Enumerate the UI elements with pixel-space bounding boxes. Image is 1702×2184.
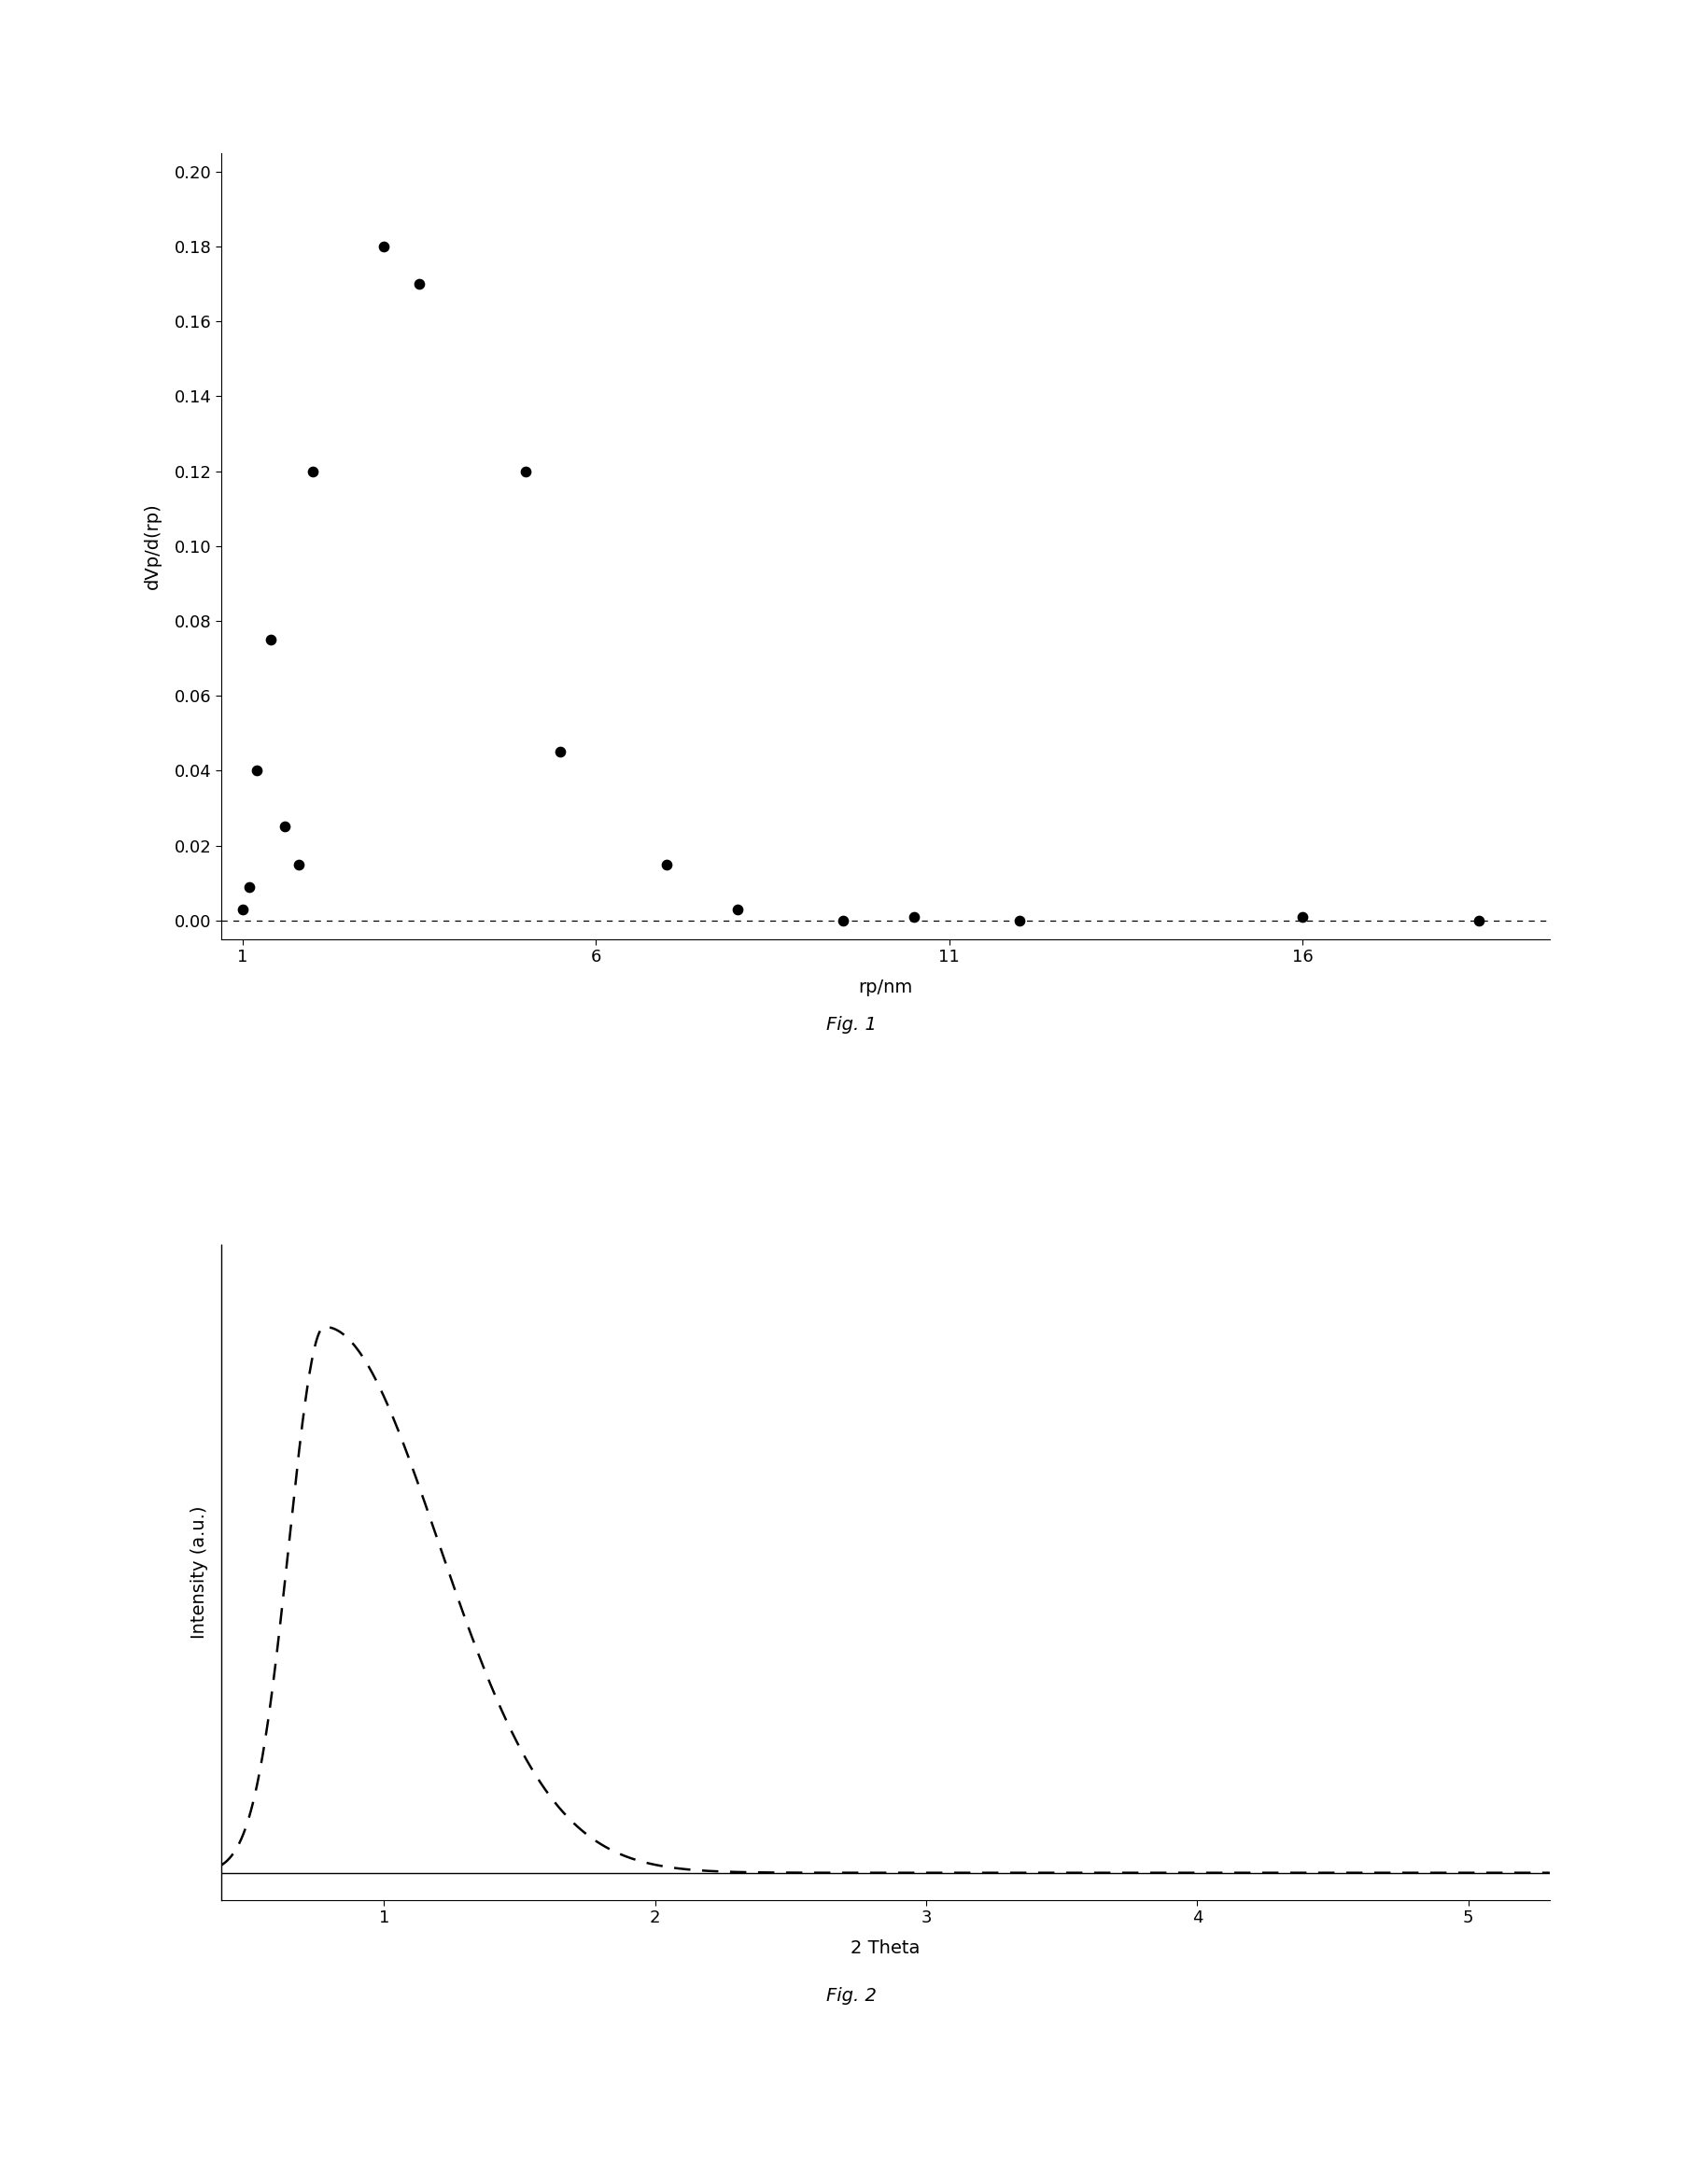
Point [228, 891, 255, 926]
Text: Fig. 2: Fig. 2 [825, 1987, 877, 2005]
Point [1006, 902, 1033, 937]
Y-axis label: Intensity (a.u.): Intensity (a.u.) [191, 1507, 208, 1638]
Point [900, 900, 928, 935]
Point [271, 810, 298, 845]
Point [243, 753, 271, 788]
Point [829, 902, 856, 937]
Point [300, 454, 327, 489]
X-axis label: rp/nm: rp/nm [858, 978, 912, 996]
Point [286, 847, 313, 882]
Text: Fig. 1: Fig. 1 [825, 1016, 877, 1033]
X-axis label: 2 Theta: 2 Theta [851, 1939, 919, 1957]
Point [723, 891, 751, 926]
Point [652, 847, 679, 882]
Point [1288, 900, 1316, 935]
Point [405, 266, 432, 301]
Point [237, 869, 264, 904]
Point [546, 734, 574, 769]
Point [511, 454, 538, 489]
Point [1465, 902, 1493, 937]
Point [257, 622, 284, 657]
Y-axis label: dVp/d(rp): dVp/d(rp) [143, 502, 162, 590]
Point [369, 229, 397, 264]
